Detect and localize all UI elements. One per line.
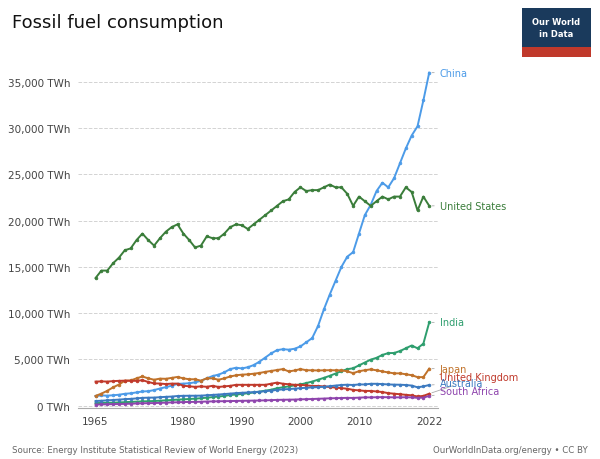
Text: United States: United States xyxy=(432,202,506,212)
Text: OurWorldInData.org/energy • CC BY: OurWorldInData.org/energy • CC BY xyxy=(433,445,588,454)
Text: United Kingdom: United Kingdom xyxy=(432,372,518,393)
Text: Our World: Our World xyxy=(532,18,581,27)
Bar xyxy=(522,48,591,57)
Text: Fossil fuel consumption: Fossil fuel consumption xyxy=(12,14,223,32)
Text: Australia: Australia xyxy=(432,379,483,389)
Text: India: India xyxy=(432,318,464,328)
Text: South Africa: South Africa xyxy=(432,386,499,396)
Text: China: China xyxy=(432,68,468,78)
Text: Japan: Japan xyxy=(432,364,467,374)
Text: in Data: in Data xyxy=(539,30,574,39)
Text: Source: Energy Institute Statistical Review of World Energy (2023): Source: Energy Institute Statistical Rev… xyxy=(12,445,298,454)
